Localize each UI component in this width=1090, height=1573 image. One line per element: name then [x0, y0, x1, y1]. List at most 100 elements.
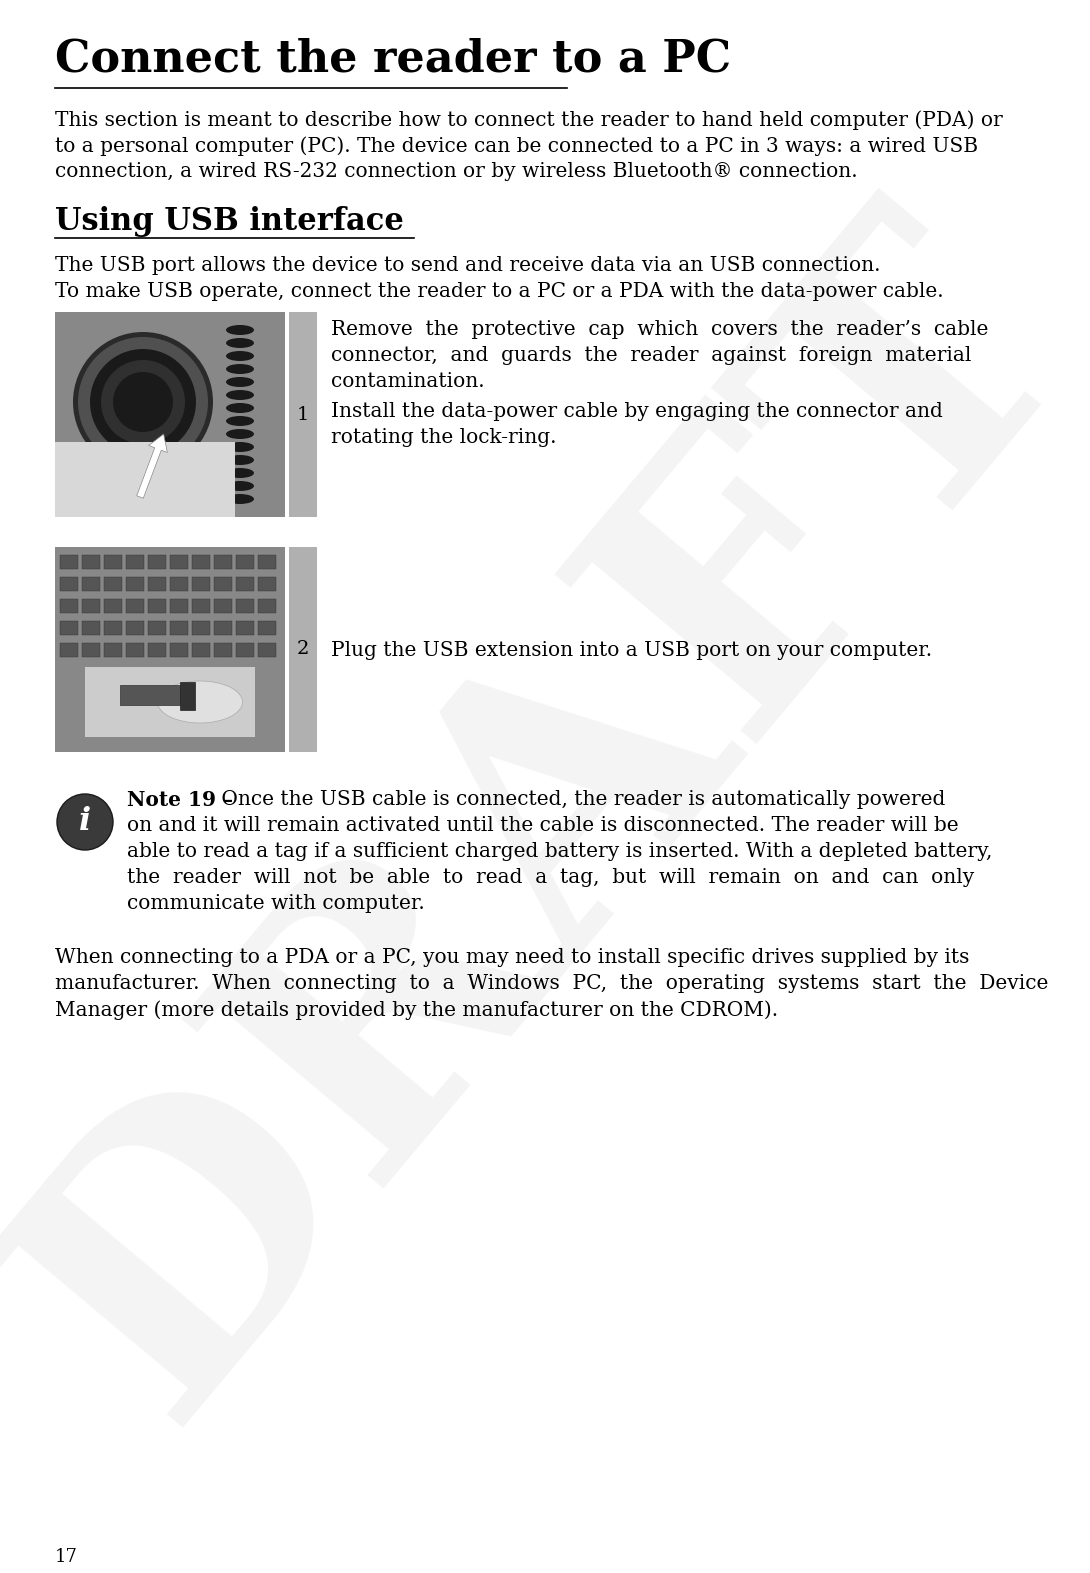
Bar [258, 555, 276, 569]
Bar [170, 621, 187, 635]
Bar [214, 643, 232, 658]
Bar [237, 643, 254, 658]
Text: contamination.: contamination. [331, 371, 485, 392]
Text: able to read a tag if a sufficient charged battery is inserted. With a depleted : able to read a tag if a sufficient charg… [128, 842, 992, 860]
Bar [60, 643, 78, 658]
Bar [82, 555, 100, 569]
Bar [104, 555, 122, 569]
Bar [126, 577, 144, 591]
Ellipse shape [226, 378, 254, 387]
Text: When connecting to a PDA or a PC, you may need to install specific drives suppli: When connecting to a PDA or a PC, you ma… [54, 949, 969, 967]
Bar [258, 621, 276, 635]
Bar [104, 599, 122, 613]
Circle shape [57, 794, 113, 849]
Bar [60, 555, 78, 569]
Text: communicate with computer.: communicate with computer. [128, 893, 425, 912]
Ellipse shape [226, 326, 254, 335]
Ellipse shape [226, 363, 254, 374]
Text: rotating the lock-ring.: rotating the lock-ring. [331, 428, 557, 447]
Bar [237, 555, 254, 569]
Text: Install the data-power cable by engaging the connector and: Install the data-power cable by engaging… [331, 403, 943, 422]
Bar [126, 555, 144, 569]
Bar [104, 577, 122, 591]
Bar [60, 621, 78, 635]
Text: DRAFT: DRAFT [0, 164, 1090, 1475]
Bar [104, 643, 122, 658]
Ellipse shape [226, 415, 254, 426]
Bar [192, 599, 210, 613]
Text: Once the USB cable is connected, the reader is automatically powered: Once the USB cable is connected, the rea… [215, 790, 945, 809]
Bar [180, 683, 195, 709]
Text: Connect the reader to a PC: Connect the reader to a PC [54, 38, 731, 80]
Bar [85, 667, 255, 738]
Circle shape [113, 371, 173, 433]
Bar [126, 599, 144, 613]
Bar [214, 577, 232, 591]
Text: on and it will remain activated until the cable is disconnected. The reader will: on and it will remain activated until th… [128, 816, 958, 835]
Bar [82, 643, 100, 658]
Ellipse shape [226, 494, 254, 503]
Bar [237, 577, 254, 591]
Ellipse shape [226, 403, 254, 414]
Bar [192, 643, 210, 658]
Bar [170, 599, 187, 613]
Text: To make USB operate, connect the reader to a PC or a PDA with the data-power cab: To make USB operate, connect the reader … [54, 282, 944, 300]
Text: 17: 17 [54, 1548, 77, 1567]
Bar [214, 621, 232, 635]
Bar [192, 621, 210, 635]
Bar [214, 599, 232, 613]
Bar [289, 547, 317, 752]
Text: 1: 1 [296, 406, 310, 423]
Bar [237, 599, 254, 613]
Bar [258, 577, 276, 591]
Text: connection, a wired RS-232 connection or by wireless Bluetooth® connection.: connection, a wired RS-232 connection or… [54, 162, 858, 181]
Bar [148, 621, 166, 635]
Text: i: i [78, 807, 92, 837]
Ellipse shape [157, 681, 242, 724]
Bar [237, 621, 254, 635]
Text: The USB port allows the device to send and receive data via an USB connection.: The USB port allows the device to send a… [54, 256, 881, 275]
Bar [170, 555, 187, 569]
Circle shape [88, 348, 198, 458]
Bar [148, 643, 166, 658]
Text: manufacturer.  When  connecting  to  a  Windows  PC,  the  operating  systems  s: manufacturer. When connecting to a Windo… [54, 974, 1049, 993]
Bar [54, 311, 284, 518]
Bar [54, 442, 235, 518]
Bar [82, 577, 100, 591]
Ellipse shape [226, 338, 254, 348]
Ellipse shape [226, 481, 254, 491]
Bar [148, 577, 166, 591]
Text: the  reader  will  not  be  able  to  read  a  tag,  but  will  remain  on  and : the reader will not be able to read a ta… [128, 868, 974, 887]
Bar [60, 577, 78, 591]
Ellipse shape [226, 429, 254, 439]
Bar [54, 311, 284, 518]
Bar [170, 577, 187, 591]
Bar [126, 643, 144, 658]
Text: Plug the USB extension into a USB port on your computer.: Plug the USB extension into a USB port o… [331, 642, 932, 661]
Bar [192, 577, 210, 591]
Bar [148, 599, 166, 613]
Bar [214, 555, 232, 569]
Ellipse shape [226, 442, 254, 451]
Bar [258, 599, 276, 613]
Circle shape [73, 332, 213, 472]
Bar [289, 311, 317, 518]
Bar [82, 599, 100, 613]
Text: to a personal computer (PC). The device can be connected to a PC in 3 ways: a wi: to a personal computer (PC). The device … [54, 135, 978, 156]
Text: Note 19 –: Note 19 – [128, 790, 233, 810]
Text: 2: 2 [296, 640, 310, 659]
Bar [54, 547, 284, 752]
Text: This section is meant to describe how to connect the reader to hand held compute: This section is meant to describe how to… [54, 110, 1003, 129]
Bar [148, 555, 166, 569]
Circle shape [101, 360, 185, 444]
FancyArrow shape [136, 434, 168, 499]
Bar [126, 621, 144, 635]
Bar [60, 599, 78, 613]
Text: connector,  and  guards  the  reader  against  foreign  material: connector, and guards the reader against… [331, 346, 971, 365]
Ellipse shape [226, 351, 254, 360]
Ellipse shape [226, 390, 254, 400]
Text: Manager (more details provided by the manufacturer on the CDROM).: Manager (more details provided by the ma… [54, 1000, 778, 1019]
Ellipse shape [226, 455, 254, 466]
Bar [258, 643, 276, 658]
Bar [82, 621, 100, 635]
